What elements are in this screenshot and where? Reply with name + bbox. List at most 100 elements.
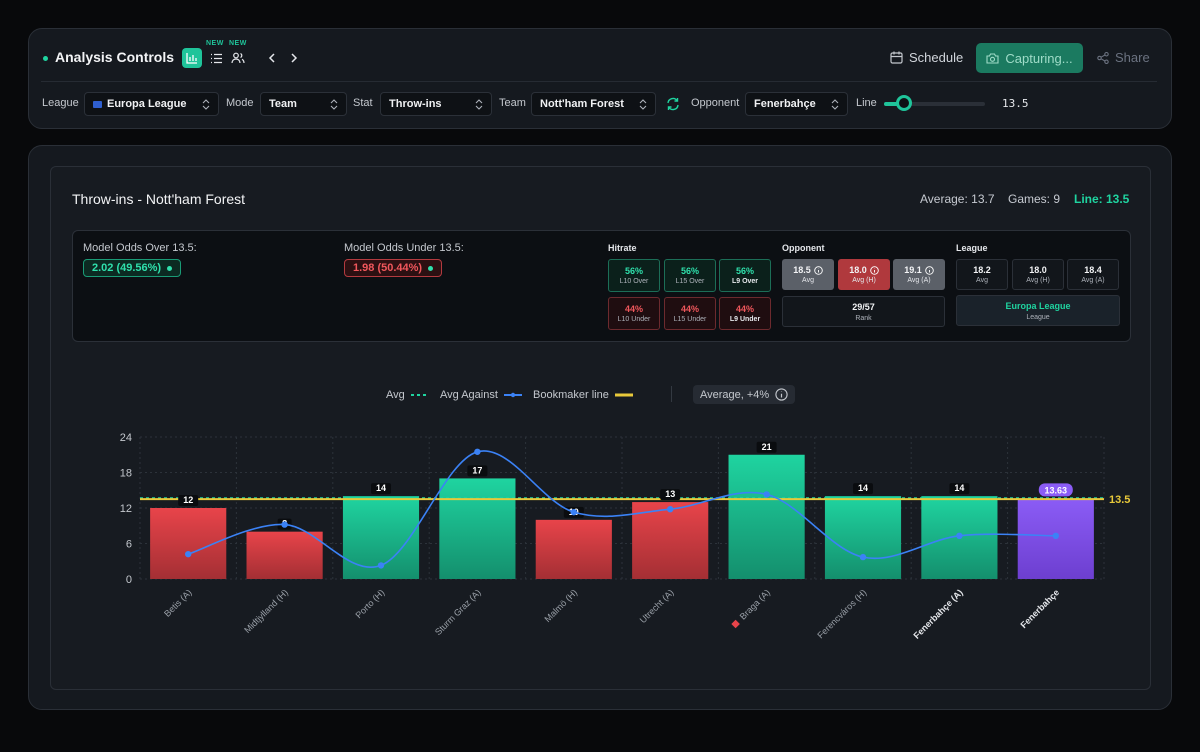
line-label: Line: [856, 97, 877, 109]
opponent-rank-label: Rank: [855, 314, 872, 322]
bar-value-badge: [949, 483, 970, 495]
legend-avg[interactable]: Avg: [386, 389, 429, 401]
bar-value-label: 14: [858, 483, 868, 493]
mode-select[interactable]: Team: [260, 92, 347, 116]
avg-against-point: [185, 550, 192, 558]
list-icon: [210, 53, 222, 63]
x-tick-label: Ferencváros (H): [815, 587, 868, 640]
opponent-avg-row: 18.5: [793, 265, 823, 275]
league-name-label: League: [1026, 313, 1050, 321]
hitrate-card: 44% L15 Under: [664, 297, 716, 330]
under-odds-label: Model Odds Under 13.5:: [344, 242, 464, 254]
league-select[interactable]: Europa League: [84, 92, 219, 116]
average-stat: Average: 13.7: [920, 192, 995, 206]
hitrate-value: 44%: [624, 304, 643, 314]
bookmaker-line-label: 13.5: [1109, 494, 1130, 506]
mode-select-value: Team: [269, 98, 297, 110]
select-chevron-icon: [831, 99, 839, 110]
bar-2: [246, 531, 323, 579]
info-icon: [925, 265, 934, 275]
analysis-controls-panel: Analysis Controls NEW NEW Schedule Captu…: [28, 28, 1172, 129]
info-icon: [814, 265, 823, 275]
legend-avg-against-label: Avg Against: [440, 389, 498, 401]
league-title: League: [956, 243, 988, 253]
bar-5: [535, 519, 612, 579]
bar-chart-icon: [186, 53, 197, 64]
hitrate-value: 56%: [680, 266, 699, 276]
opponent-select[interactable]: Fenerbahçe: [745, 92, 848, 116]
info-icon: [870, 265, 879, 275]
opponent-avg-value: 18.5: [793, 265, 811, 275]
opponent-avg-home-row: 18.0: [849, 265, 879, 275]
live-dot: [43, 56, 48, 61]
hitrate-label: L10 Over: [619, 278, 649, 285]
league-avg-label: Avg: [976, 277, 988, 284]
avg-against-point: [667, 505, 674, 513]
controls-title: Analysis Controls: [55, 49, 175, 65]
opponent-select-value: Fenerbahçe: [754, 98, 816, 110]
league-avg-away-value: 18.4: [1084, 265, 1102, 275]
opponent-avg-card: 18.5 Avg: [782, 259, 834, 290]
stat-select-value: Throw-ins: [389, 98, 442, 110]
bar-7: [728, 454, 805, 579]
select-chevron-icon: [202, 99, 210, 110]
x-tick-label: Midtjylland (H): [242, 587, 290, 635]
capture-label: Capturing...: [1005, 50, 1073, 66]
league-flag-icon: [93, 100, 102, 108]
x-tick-label: Fenerbahçe (A): [911, 587, 964, 640]
x-tick-label: Braga (A): [738, 587, 772, 621]
opponent-avg-label: Avg: [802, 277, 814, 284]
bar-4: [439, 478, 516, 579]
line-slider-track[interactable]: [884, 102, 985, 106]
team-select[interactable]: Nott'ham Forest: [531, 92, 656, 116]
x-tick-label: Malmö (H): [542, 587, 579, 624]
legend-bookmaker-line[interactable]: Bookmaker line: [533, 389, 633, 401]
share-icon: [1097, 51, 1109, 64]
list-view-button[interactable]: [206, 48, 226, 68]
capture-button[interactable]: Capturing...: [976, 43, 1083, 73]
y-tick-label: 18: [120, 468, 132, 480]
over-odds-badge: 2.02 (49.56%): [83, 259, 182, 277]
bar-chart: 0612182413.51281417101321141413.63Betis …: [120, 432, 1131, 641]
opponent-avg-home-value: 18.0: [849, 265, 867, 275]
next-button[interactable]: [287, 50, 301, 66]
hitrate-value: 44%: [735, 304, 754, 314]
bar-chart-view-button[interactable]: [182, 48, 202, 68]
y-tick-label: 0: [126, 574, 132, 586]
bar-value-label: 13.63: [1045, 485, 1068, 495]
refresh-icon: [667, 97, 679, 111]
legend-bookmaker-swatch: [614, 393, 633, 397]
line-slider-handle[interactable]: [896, 95, 912, 111]
users-view-button[interactable]: [228, 48, 248, 68]
opponent-rank-card: 29/57 Rank: [782, 296, 945, 327]
chevron-left-icon: [268, 53, 275, 63]
stat-select[interactable]: Throw-ins: [380, 92, 492, 116]
hitrate-value: 44%: [680, 304, 699, 314]
status-dot: [428, 265, 434, 271]
league-name-card: Europa League League: [956, 295, 1120, 326]
over-odds-label: Model Odds Over 13.5:: [83, 242, 197, 254]
avg-against-point: [377, 562, 385, 569]
league-avg-card: 18.2 Avg: [956, 259, 1008, 290]
previous-button[interactable]: [265, 50, 279, 66]
line-slider-fill: [884, 102, 904, 106]
league-avg-value: 18.2: [973, 265, 991, 275]
schedule-button[interactable]: Schedule: [890, 50, 963, 65]
hitrate-value: 56%: [735, 266, 754, 276]
opponent-avg-home-label: Avg (H): [852, 277, 876, 284]
swap-button[interactable]: [663, 94, 683, 114]
opponent-avg-away-label: Avg (A): [907, 277, 931, 284]
league-label: League: [42, 97, 79, 109]
average-mode-chip[interactable]: Average, +4%: [693, 385, 796, 404]
bar-value-label: 12: [183, 495, 193, 505]
chevron-right-icon: [291, 53, 298, 63]
new-badge: NEW: [229, 40, 247, 47]
legend-avg-against[interactable]: Avg Against: [440, 389, 522, 401]
league-avg-away-card: 18.4 Avg (A): [1067, 259, 1119, 290]
opponent-avg-away-row: 19.1: [904, 265, 934, 275]
users-icon: [231, 52, 245, 64]
red-card-marker: [731, 619, 740, 629]
avg-against-point: [474, 448, 481, 455]
share-button[interactable]: Share: [1097, 50, 1150, 65]
hitrate-label: L15 Over: [675, 278, 705, 285]
